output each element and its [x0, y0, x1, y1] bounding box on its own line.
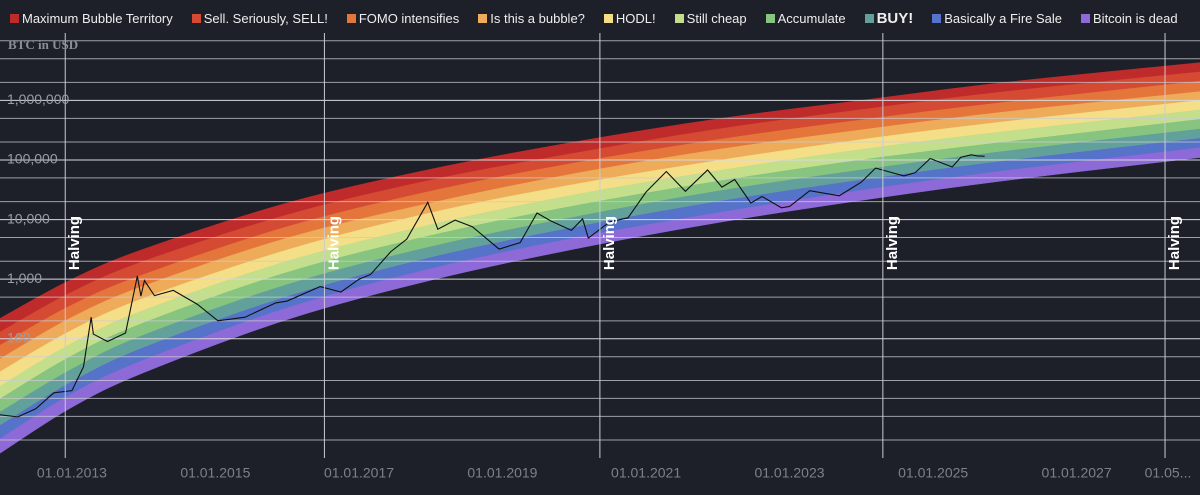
legend-label: Maximum Bubble Territory: [22, 10, 173, 26]
legend-label: HODL!: [615, 10, 656, 26]
x-tick-label: 01.01.2023: [754, 465, 824, 481]
x-tick-label: 01.01.2019: [467, 465, 537, 481]
x-tick-label: 01.01.2021: [611, 465, 681, 481]
legend-label: Bitcoin is dead: [1093, 10, 1178, 26]
legend-label: Is this a bubble?: [490, 10, 585, 26]
price-layer: [0, 33, 1166, 458]
legend-item[interactable]: FOMO intensifies: [346, 10, 460, 26]
rainbow-band: [0, 147, 1200, 454]
legend-item[interactable]: Still cheap: [674, 10, 747, 26]
legend-label: BUY!: [876, 9, 914, 27]
legend-item[interactable]: BUY!: [864, 9, 914, 27]
legend-swatch: [932, 13, 942, 23]
legend-item[interactable]: Basically a Fire Sale: [932, 11, 1062, 26]
legend-swatch: [478, 13, 488, 23]
labels: BTC in USD 100 1,000 10,000 100,000 1,000,00…: [7, 37, 1191, 481]
halving-label: Halving: [884, 216, 901, 270]
legend-item[interactable]: Bitcoin is dead: [1081, 11, 1178, 26]
x-tick-label: 01.01.2015: [180, 465, 250, 481]
legend-label: Basically a Fire Sale: [944, 10, 1063, 26]
legend-swatch: [346, 13, 356, 23]
legend-item[interactable]: Maximum Bubble Territory: [10, 11, 173, 26]
legend-label: Accumulate: [777, 10, 846, 26]
legend-swatch: [191, 13, 201, 23]
legend-swatch: [603, 13, 613, 23]
y-tick-label: 100,000: [7, 151, 58, 167]
y-axis-title: BTC in USD: [8, 37, 78, 52]
x-tick-label: 01.05...: [1145, 465, 1192, 481]
legend-item[interactable]: Is this a bubble?: [478, 11, 585, 26]
halving-label: Halving: [1166, 216, 1183, 270]
x-tick-label: 01.01.2017: [324, 465, 394, 481]
legend-swatch: [10, 13, 19, 23]
halving-label: Halving: [601, 216, 618, 270]
bands: [0, 62, 1200, 454]
legend-swatch: [864, 13, 874, 23]
y-tick-label: 10,000: [7, 210, 50, 226]
legend-label: FOMO intensifies: [358, 10, 460, 26]
legend-swatch: [1081, 13, 1091, 23]
legend-item[interactable]: Accumulate: [765, 10, 846, 26]
y-tick-label: 100: [7, 329, 31, 345]
legend-item[interactable]: Sell. Seriously, SELL!: [191, 10, 328, 26]
legend-label: Sell. Seriously, SELL!: [203, 10, 328, 26]
legend-item[interactable]: HODL!: [603, 10, 656, 26]
x-tick-label: 01.01.2013: [37, 465, 107, 481]
halving-label: Halving: [325, 216, 342, 270]
price-line: [0, 154, 985, 418]
legend-label: Still cheap: [686, 10, 747, 26]
legend: Maximum Bubble Territory Sell. Seriously,…: [10, 8, 1197, 28]
x-tick-label: 01.01.2025: [898, 465, 968, 481]
y-tick-label: 1,000: [7, 270, 42, 286]
legend-swatch: [765, 13, 775, 23]
halving-label: Halving: [66, 216, 83, 270]
x-tick-label: 01.01.2027: [1042, 465, 1112, 481]
legend-swatch: [674, 13, 684, 23]
y-tick-label: 1,000,000: [7, 91, 69, 107]
